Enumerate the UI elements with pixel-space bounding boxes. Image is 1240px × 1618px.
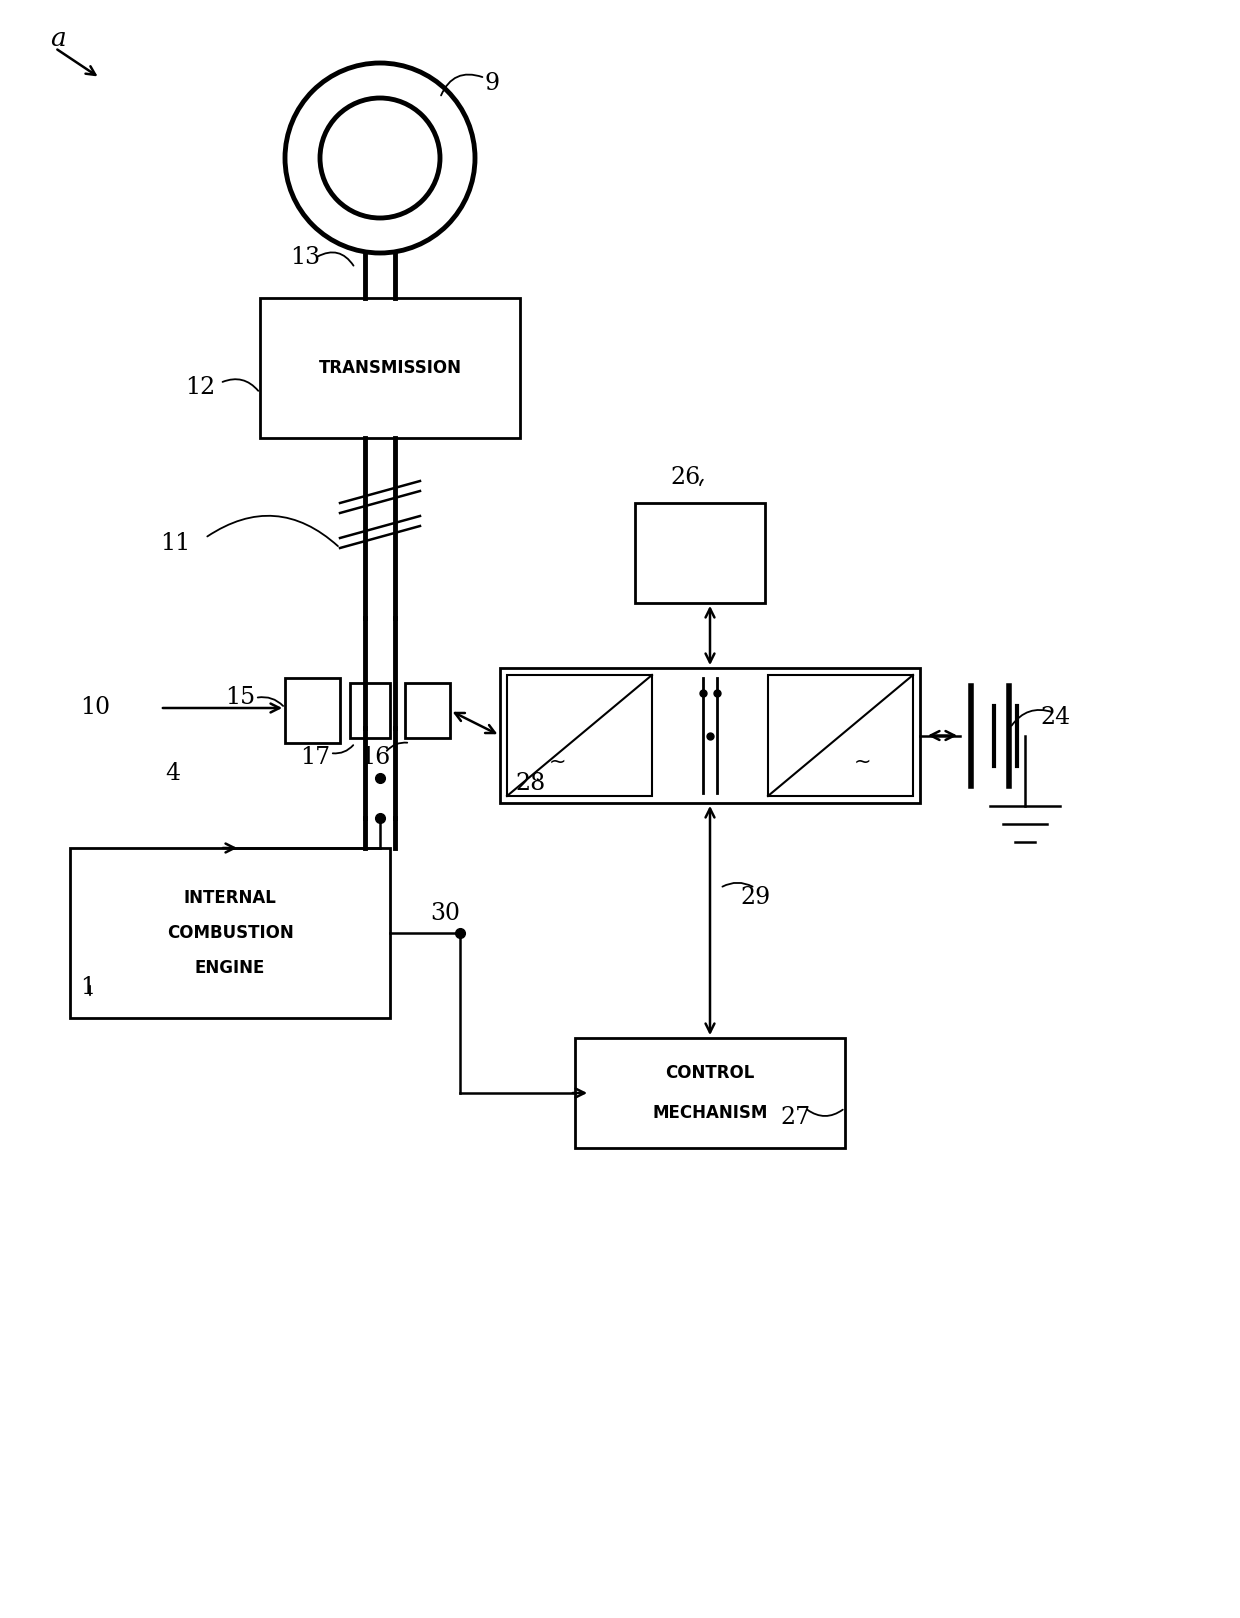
Bar	[285, 678, 340, 743]
Bar	[260, 298, 520, 438]
Text: 10: 10	[81, 696, 110, 720]
Bar	[507, 675, 652, 796]
Bar	[575, 1039, 844, 1149]
Text: 15: 15	[224, 686, 255, 710]
Bar	[768, 675, 913, 796]
Bar	[350, 683, 391, 738]
Bar	[69, 848, 391, 1018]
Text: 12: 12	[185, 377, 216, 400]
Text: 29: 29	[740, 887, 770, 909]
Text: 16: 16	[360, 746, 391, 770]
Text: INTERNAL: INTERNAL	[184, 888, 277, 908]
Bar	[635, 503, 765, 604]
Text: a: a	[50, 26, 66, 50]
Text: 28: 28	[515, 772, 546, 794]
Text: MECHANISM: MECHANISM	[652, 1103, 768, 1121]
Text: 17: 17	[300, 746, 330, 770]
Text: 4: 4	[165, 762, 180, 785]
Text: COMBUSTION: COMBUSTION	[166, 924, 294, 942]
Text: 9: 9	[485, 71, 500, 94]
Text: TRANSMISSION: TRANSMISSION	[319, 359, 461, 377]
Text: ENGINE: ENGINE	[195, 959, 265, 977]
Bar	[405, 683, 450, 738]
Text: 11: 11	[160, 531, 190, 555]
Text: 13: 13	[290, 246, 320, 270]
Bar	[500, 668, 920, 803]
Text: 30: 30	[430, 901, 460, 924]
Text: ~: ~	[549, 752, 567, 772]
Text: 24: 24	[1040, 707, 1070, 730]
Text: ~: ~	[853, 752, 870, 772]
Text: 1: 1	[81, 977, 95, 1000]
Text: 26: 26	[670, 466, 701, 490]
Text: CONTROL: CONTROL	[666, 1065, 755, 1082]
Text: 27: 27	[780, 1107, 810, 1129]
